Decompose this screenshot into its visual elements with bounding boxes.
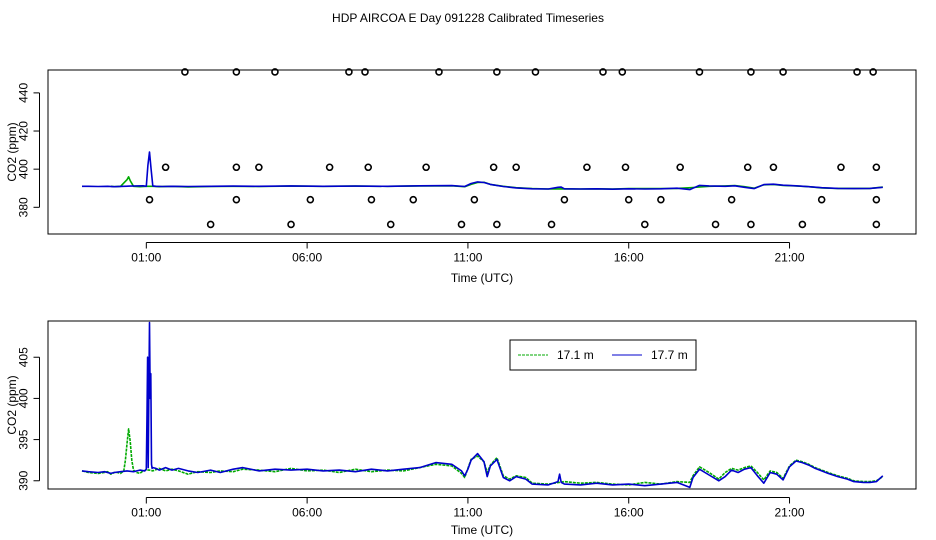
x-tick-label: 01:00 [131,506,161,520]
upper-panel: 01:00 06:00 11:00 16:00 21:00 380 400 420 440 T… [5,68,917,285]
marker-point [409,195,418,204]
y-tick-label: 390 [17,470,31,490]
marker-point [798,220,807,229]
marker-point [872,195,881,204]
y-tick-label: 440 [17,83,31,103]
lower-panel: 01:00 06:00 11:00 16:00 21:00 390 395 400 405 T… [5,320,917,537]
marker-point [779,68,787,76]
upper-x-axis: 01:00 06:00 11:00 16:00 21:00 [131,242,805,265]
marker-point [624,195,633,204]
marker-point [747,220,755,229]
marker-point [837,163,845,172]
marker-point [583,163,591,172]
y-tick-label: 380 [17,197,31,217]
marker-point [287,220,295,229]
series-line-blue [81,321,884,489]
marker-point [618,68,627,76]
legend-label-17-7m: 17.7 m [651,348,688,362]
lower-y-label: CO2 (ppm) [5,375,19,434]
marker-point [422,163,430,172]
x-tick-label: 01:00 [131,251,161,265]
marker-point [727,195,736,204]
marker-point [695,68,704,76]
marker-point [361,68,369,76]
lower-x-label: Time (UTC) [451,523,513,537]
upper-x-label: Time (UTC) [451,271,513,285]
marker-point [345,68,353,76]
y-tick-label: 400 [17,159,31,179]
marker-point [493,220,501,229]
marker-point [747,68,755,76]
legend: 17.1 m 17.7 m [509,339,697,371]
marker-point [435,68,443,76]
marker-point [872,220,881,229]
figure-title: HDP AIRCOA E Day 091228 Calibrated Times… [332,11,604,25]
y-tick-label: 400 [17,388,31,408]
legend-label-17-1m: 17.1 m [557,348,594,362]
y-tick-label: 405 [17,347,31,367]
x-tick-label: 16:00 [614,251,644,265]
marker-point [872,163,881,172]
marker-point [869,68,877,76]
marker-point [232,68,241,76]
lower-x-axis: 01:00 06:00 11:00 16:00 21:00 [131,497,805,520]
x-tick-label: 11:00 [453,506,482,520]
x-tick-label: 06:00 [292,506,322,520]
x-tick-label: 21:00 [775,506,805,520]
marker-point [512,163,520,172]
series-line-blue [82,151,883,191]
marker-point [306,195,315,204]
marker-point [145,195,154,204]
lower-series [81,321,884,489]
upper-plot-frame [47,69,917,235]
upper-series [82,151,883,191]
marker-point [386,220,395,229]
marker-point [470,195,479,204]
marker-point [364,163,373,172]
lower-plot-frame [47,320,917,490]
series-line-green [110,176,883,190]
marker-point [621,163,630,172]
marker-point [206,220,215,229]
marker-point [711,220,720,229]
marker-point [232,163,241,172]
series-line-green [81,428,884,486]
marker-point [853,68,861,76]
marker-point [457,220,466,229]
marker-point [657,195,665,204]
marker-point [547,220,556,229]
y-tick-label: 395 [17,429,31,449]
y-tick-label: 420 [17,121,31,141]
marker-point [676,163,684,172]
marker-point [599,68,607,76]
x-tick-label: 16:00 [614,506,644,520]
marker-point [367,195,376,204]
marker-point [817,195,826,204]
upper-markers [145,68,881,229]
marker-point [271,68,279,76]
x-tick-label: 11:00 [453,251,482,265]
lower-y-axis: 390 395 400 405 [17,347,40,491]
marker-point [769,163,778,172]
marker-point [181,68,189,76]
marker-point [489,163,498,172]
upper-y-label: CO2 (ppm) [5,122,19,181]
marker-point [161,163,170,172]
marker-point [325,163,334,172]
marker-point [493,68,501,76]
x-tick-label: 06:00 [292,251,322,265]
marker-point [232,195,241,204]
x-tick-label: 21:00 [775,251,805,265]
marker-point [255,163,263,172]
upper-y-axis: 380 400 420 440 [17,83,40,217]
marker-point [531,68,540,76]
marker-point [743,163,752,172]
marker-point [560,195,569,204]
marker-point [640,220,649,229]
